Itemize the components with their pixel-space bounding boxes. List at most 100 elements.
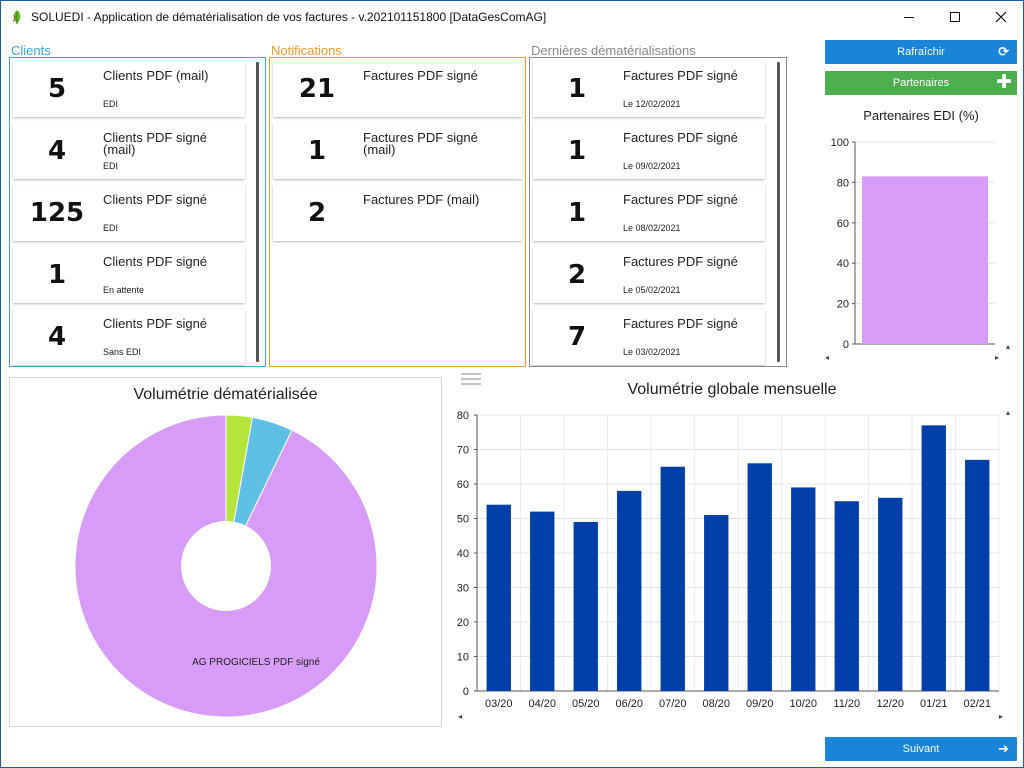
donut-hole <box>181 521 271 611</box>
bar <box>530 511 555 691</box>
card-item[interactable]: 125 Clients PDF signé EDI <box>13 185 245 241</box>
x-tick-label: 08/20 <box>702 698 730 710</box>
card-subtitle: Le 12/02/2021 <box>623 99 681 109</box>
card-count: 4 <box>47 322 67 352</box>
scroll-up-icon[interactable]: ▴ <box>1006 342 1010 351</box>
card-item[interactable]: 1 Factures PDF signé (mail) <box>273 123 522 179</box>
card-item[interactable]: 1 Factures PDF signé Le 08/02/2021 <box>533 185 765 241</box>
card-item[interactable]: 7 Factures PDF signé Le 03/02/2021 <box>533 309 765 365</box>
card-item[interactable]: 4 Clients PDF signé (mail) EDI <box>13 123 245 179</box>
arrow-right-icon: ➔ <box>998 741 1009 756</box>
card-item[interactable]: 5 Clients PDF (mail) EDI <box>13 61 245 117</box>
card-subtitle: EDI <box>103 161 119 171</box>
edi-chart-title: Partenaires EDI (%) <box>863 108 979 123</box>
card-title: Clients PDF signé (mail) <box>103 130 208 157</box>
card-item[interactable]: 1 Factures PDF signé Le 09/02/2021 <box>533 123 765 179</box>
card-count: 1 <box>307 136 327 166</box>
refresh-icon: ⟳ <box>998 44 1009 59</box>
card-count: 1 <box>567 136 587 166</box>
bar <box>834 501 859 691</box>
x-tick-label: 10/20 <box>789 698 817 710</box>
vertical-scrollbar[interactable] <box>256 62 259 362</box>
card-count: 7 <box>567 322 587 352</box>
bar <box>921 425 946 691</box>
pie-slice-label: AG PROGICIELS PDF signé <box>192 657 320 668</box>
scroll-right-icon[interactable]: ▸ <box>999 712 1003 721</box>
card-count: 21 <box>298 74 336 104</box>
minimize-button[interactable] <box>886 1 932 33</box>
notifications-title: Notifications <box>271 43 342 58</box>
y-tick-label: 20 <box>837 299 849 311</box>
y-tick-label: 20 <box>457 617 469 629</box>
clients-title: Clients <box>11 43 51 58</box>
pie-chart-title: Volumétrie dématérialisée <box>133 386 318 403</box>
card-subtitle: EDI <box>103 223 119 233</box>
close-icon <box>995 11 1007 23</box>
bar <box>965 459 990 691</box>
y-tick-label: 40 <box>457 548 469 560</box>
splitter-handle-icon[interactable] <box>460 372 482 386</box>
edi-chart: 0 20 40 60 80 100 ▴ ◂ ▸ <box>825 137 1010 362</box>
bar <box>660 466 685 691</box>
y-tick-label: 10 <box>457 652 469 664</box>
bar <box>878 497 903 691</box>
card-item[interactable]: 1 Clients PDF signé En attente <box>13 247 245 303</box>
card-item[interactable]: 2 Factures PDF (mail) <box>273 185 522 241</box>
refresh-button[interactable]: Rafraîchir ⟳ <box>825 40 1017 64</box>
y-tick-label: 0 <box>843 339 849 351</box>
card-title: Factures PDF signé <box>623 254 738 269</box>
bar <box>573 521 598 691</box>
scroll-right-icon[interactable]: ▸ <box>995 353 999 362</box>
x-tick-label: 03/20 <box>485 698 513 710</box>
bar <box>862 176 988 344</box>
card-item[interactable]: 1 Factures PDF signé Le 12/02/2021 <box>533 61 765 117</box>
x-tick-label: 04/20 <box>528 698 556 710</box>
scroll-left-icon[interactable]: ◂ <box>458 712 462 721</box>
card-item[interactable]: 21 Factures PDF signé <box>273 61 522 117</box>
bar <box>704 515 729 691</box>
partners-button[interactable]: Partenaires ✚ <box>825 71 1017 95</box>
card-count: 2 <box>307 198 327 228</box>
y-tick-label: 40 <box>837 258 849 270</box>
bar <box>791 487 816 691</box>
card-title: Factures PDF signé <box>623 68 738 83</box>
pie-chart-frame: Volumétrie dématérialisée AG PROGICIELS … <box>9 377 442 727</box>
window-title: SOLUEDI - Application de dématérialisati… <box>31 10 547 24</box>
bar <box>486 504 511 691</box>
card-subtitle: En attente <box>103 285 145 295</box>
vertical-scrollbar[interactable] <box>777 62 780 362</box>
x-tick-label: 11/20 <box>833 698 860 710</box>
scroll-up-icon[interactable]: ▴ <box>1006 408 1010 417</box>
card-title: Factures PDF signé <box>623 316 738 331</box>
card-count: 2 <box>567 260 587 290</box>
recent-panel: 1 Factures PDF signé Le 12/02/2021 1 Facture… <box>529 57 787 367</box>
title-bar: SOLUEDI - Application de dématérialisati… <box>1 1 1023 33</box>
y-tick-label: 60 <box>837 218 849 230</box>
card-title: Clients PDF signé <box>103 254 208 269</box>
card-title: Factures PDF (mail) <box>363 192 480 207</box>
y-tick-label: 70 <box>457 445 469 457</box>
card-count: 1 <box>567 198 587 228</box>
card-title: Factures PDF signé (mail) <box>363 130 478 157</box>
close-button[interactable] <box>978 1 1023 33</box>
minimize-icon <box>904 16 914 18</box>
y-tick-label: 50 <box>457 514 469 526</box>
card-title: Clients PDF signé <box>103 316 208 331</box>
card-item[interactable]: 2 Factures PDF signé Le 05/02/2021 <box>533 247 765 303</box>
card-title: Factures PDF signé <box>623 130 738 145</box>
next-label: Suivant <box>902 743 940 755</box>
card-title: Clients PDF (mail) <box>103 68 209 83</box>
y-tick-label: 80 <box>457 410 469 422</box>
bar <box>747 463 772 691</box>
scroll-left-icon[interactable]: ◂ <box>825 353 829 362</box>
clients-panel: 5 Clients PDF (mail) EDI 4 Clients PDF signé… <box>9 57 266 367</box>
maximize-button[interactable] <box>932 1 978 33</box>
y-tick-label: 30 <box>457 583 469 595</box>
card-subtitle: Le 05/02/2021 <box>623 285 681 295</box>
y-tick-label: 0 <box>463 686 469 698</box>
recent-title: Dernières dématérialisations <box>531 43 696 58</box>
card-item[interactable]: 4 Clients PDF signé Sans EDI <box>13 309 245 365</box>
next-button[interactable]: Suivant ➔ <box>825 737 1017 761</box>
card-subtitle: Le 08/02/2021 <box>623 223 681 233</box>
card-title: Factures PDF signé <box>363 68 478 83</box>
